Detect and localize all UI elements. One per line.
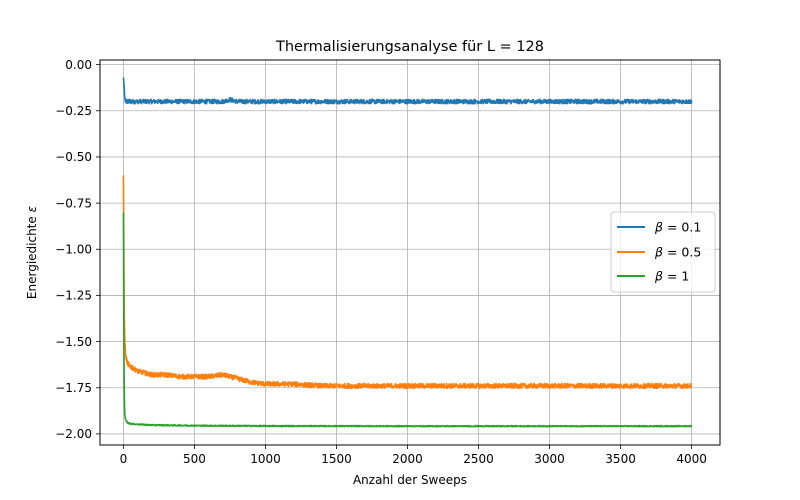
x-tick-label: 0 — [120, 452, 128, 466]
chart-title: Thermalisierungsanalyse für L = 128 — [275, 39, 544, 55]
y-tick-label: −1.25 — [55, 289, 92, 303]
y-tick-label: −0.50 — [55, 150, 92, 164]
y-tick-label: −2.00 — [55, 427, 92, 441]
y-axis-label-text: Energiedichte — [25, 212, 39, 299]
series-line-1 — [122, 175, 693, 390]
legend-beta-symbol: β — [654, 220, 663, 235]
x-tick-label: 500 — [183, 452, 206, 466]
y-tick-label: −1.00 — [55, 243, 92, 257]
x-tick-label: 1500 — [321, 452, 352, 466]
plot-frame — [99, 59, 721, 446]
legend-label-beta-0.1: β = 0.1 — [654, 220, 701, 235]
x-tick-label: 1000 — [250, 452, 281, 466]
series-layer — [122, 77, 693, 428]
legend-beta-symbol: β — [654, 269, 663, 284]
legend-label-beta-0.5: β = 0.5 — [654, 245, 701, 260]
x-axis-label: Anzahl der Sweeps — [353, 473, 467, 487]
legend-beta-value: = 0.1 — [663, 220, 701, 235]
y-tick-label: −0.25 — [55, 104, 92, 118]
y-tick-label: −1.75 — [55, 381, 92, 395]
series-line-0 — [122, 77, 693, 105]
grid — [100, 60, 720, 445]
x-tick-label: 3000 — [534, 452, 565, 466]
y-axis: 0.00 −0.25 −0.50 −0.75 −1.00 −1.25 −1.50 −1.75 −… — [55, 58, 100, 441]
legend-box — [610, 211, 716, 293]
x-axis: 0 500 1000 1500 2000 2500 3000 3500 4000 — [120, 445, 707, 466]
x-tick-label: 2500 — [463, 452, 494, 466]
y-tick-label: 0.00 — [65, 58, 92, 72]
y-axis-label: Energiedichte ε — [25, 205, 39, 299]
legend-beta-value: = 1 — [663, 269, 689, 284]
y-axis-label-symbol: ε — [25, 205, 39, 212]
y-tick-label: −0.75 — [55, 196, 92, 210]
series-line-2 — [122, 212, 693, 428]
x-tick-label: 2000 — [392, 452, 423, 466]
x-tick-label: 3500 — [605, 452, 636, 466]
legend: β = 0.1 β = 0.5 β = 1 — [610, 211, 716, 293]
legend-label-beta-1: β = 1 — [654, 269, 689, 284]
x-tick-label: 4000 — [676, 452, 707, 466]
legend-beta-symbol: β — [654, 245, 663, 260]
legend-beta-value: = 0.5 — [663, 245, 701, 260]
y-tick-label: −1.50 — [55, 335, 92, 349]
